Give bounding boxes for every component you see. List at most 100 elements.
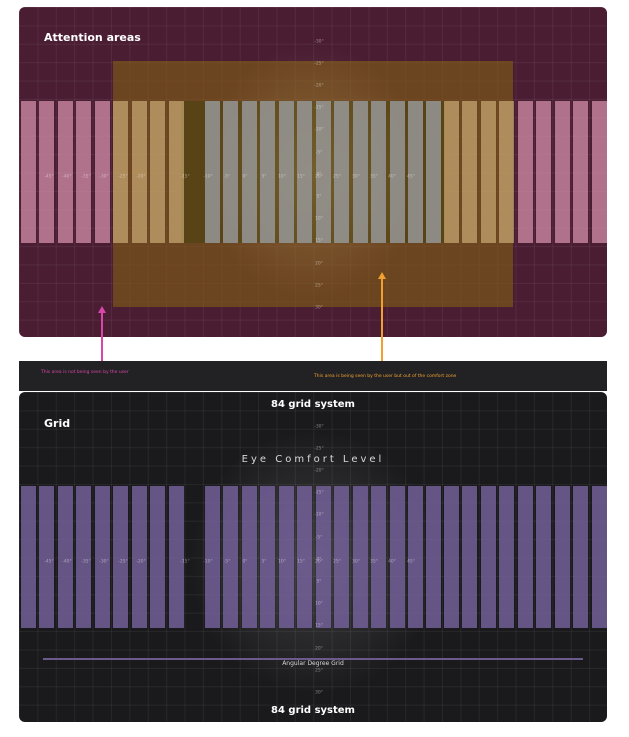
tick-label: -25° bbox=[314, 446, 324, 452]
tick-label: 10° bbox=[278, 174, 286, 180]
tick-label: -20° bbox=[136, 174, 146, 180]
grid-column bbox=[444, 486, 459, 628]
grid-column bbox=[315, 486, 331, 628]
tick-label: -35° bbox=[81, 559, 91, 565]
tick-label: 20° bbox=[315, 559, 323, 565]
attention-areas-panel: -30° -25° -20° -15° -10° -5° 0° 5° 10° 15° 20° 25° 3… bbox=[19, 7, 607, 337]
tick-label: -30° bbox=[99, 559, 109, 565]
angular-degree-label: Angular Degree Grid bbox=[282, 660, 344, 667]
grid-column bbox=[591, 101, 607, 243]
grid-column bbox=[21, 101, 36, 243]
grid-column bbox=[94, 486, 110, 628]
tick-label: 5° bbox=[316, 579, 322, 585]
grid-column bbox=[39, 486, 55, 628]
grid-column bbox=[426, 101, 442, 243]
tick-label: -45° bbox=[44, 174, 54, 180]
grid-column bbox=[168, 101, 184, 243]
grid-column bbox=[76, 486, 92, 628]
grid-column bbox=[573, 486, 589, 628]
grid-column bbox=[315, 101, 331, 243]
grid-column bbox=[352, 101, 368, 243]
tick-label: 25° bbox=[333, 174, 341, 180]
grid-column bbox=[113, 486, 129, 628]
grid-column bbox=[536, 101, 552, 243]
tick-label: -35° bbox=[81, 174, 91, 180]
tick-label: -45° bbox=[44, 559, 54, 565]
tick-label: 15° bbox=[297, 559, 305, 565]
grid-column bbox=[113, 101, 129, 243]
tick-label: -40° bbox=[62, 559, 72, 565]
tick-label: 20° bbox=[315, 261, 323, 267]
grid-column bbox=[21, 486, 36, 628]
tick-label: -20° bbox=[136, 559, 146, 565]
grid-column bbox=[76, 101, 92, 243]
grid-column bbox=[371, 486, 387, 628]
grid-column bbox=[426, 486, 442, 628]
tick-label: 25° bbox=[315, 283, 323, 289]
tick-label: -10° bbox=[203, 174, 213, 180]
tick-label: 40° bbox=[388, 174, 396, 180]
tick-label: -20° bbox=[314, 468, 324, 474]
grid-column bbox=[260, 101, 276, 243]
tick-label: 45° bbox=[407, 559, 415, 565]
grid-column bbox=[278, 101, 294, 243]
grid-column bbox=[223, 101, 239, 243]
grid-column bbox=[131, 101, 147, 243]
grid-column bbox=[150, 101, 166, 243]
grid-column bbox=[278, 486, 294, 628]
grid-column bbox=[536, 486, 552, 628]
grid-system-header: 84 grid system bbox=[271, 399, 355, 410]
grid-column bbox=[591, 486, 607, 628]
tick-label: 35° bbox=[370, 174, 378, 180]
grid-column bbox=[554, 101, 570, 243]
caption-strip: This area is not being seen by the user … bbox=[19, 361, 607, 391]
grid-column bbox=[168, 486, 184, 628]
tick-label: 40° bbox=[388, 559, 396, 565]
not-seen-caption: This area is not being seen by the user bbox=[41, 370, 129, 375]
angular-degree-line bbox=[43, 658, 583, 660]
grid-column bbox=[573, 101, 589, 243]
not-seen-arrowhead bbox=[98, 306, 106, 313]
grid-panel: -30° -25° -20° -15° -10° -5° 0° 5° 10° 15° 20° 25° 3… bbox=[19, 392, 607, 722]
grid-column bbox=[407, 101, 423, 243]
tick-label: 30° bbox=[352, 559, 360, 565]
tick-label: -30° bbox=[314, 39, 324, 45]
tick-label: 5° bbox=[261, 174, 267, 180]
tick-label: 35° bbox=[370, 559, 378, 565]
grid-column bbox=[389, 101, 405, 243]
tick-label: 0° bbox=[242, 559, 248, 565]
tick-label: -15° bbox=[314, 105, 324, 111]
tick-label: -5° bbox=[315, 535, 323, 541]
tick-label: 10° bbox=[315, 601, 323, 607]
tick-label: -5° bbox=[223, 174, 231, 180]
not-seen-arrow bbox=[101, 312, 103, 364]
grid-column bbox=[517, 486, 533, 628]
grid-column bbox=[150, 486, 166, 628]
grid-column bbox=[260, 486, 276, 628]
grid-column bbox=[334, 101, 350, 243]
tick-label: 0° bbox=[316, 557, 322, 563]
tick-label: -5° bbox=[223, 559, 231, 565]
grid-column bbox=[94, 101, 110, 243]
tick-label: -5° bbox=[315, 150, 323, 156]
center-glow bbox=[203, 47, 423, 297]
grid-column bbox=[297, 101, 313, 243]
tick-label: 30° bbox=[352, 174, 360, 180]
tick-label: -40° bbox=[62, 174, 72, 180]
grid-column bbox=[205, 101, 220, 243]
grid-column bbox=[39, 101, 55, 243]
panel-title: Attention areas bbox=[44, 31, 141, 44]
tick-label: -10° bbox=[314, 512, 324, 518]
grid-column bbox=[205, 486, 220, 628]
tick-label: 0° bbox=[316, 172, 322, 178]
grid-column bbox=[554, 486, 570, 628]
out-of-comfort-arrowhead bbox=[378, 272, 386, 279]
grid-column bbox=[389, 486, 405, 628]
tick-label: 45° bbox=[407, 174, 415, 180]
tick-label: 15° bbox=[315, 623, 323, 629]
grid-column bbox=[499, 101, 515, 243]
grid-column bbox=[57, 486, 73, 628]
eye-comfort-label: Eye Comfort Level bbox=[241, 454, 385, 465]
tick-label: 25° bbox=[333, 559, 341, 565]
tick-label: 15° bbox=[315, 238, 323, 244]
